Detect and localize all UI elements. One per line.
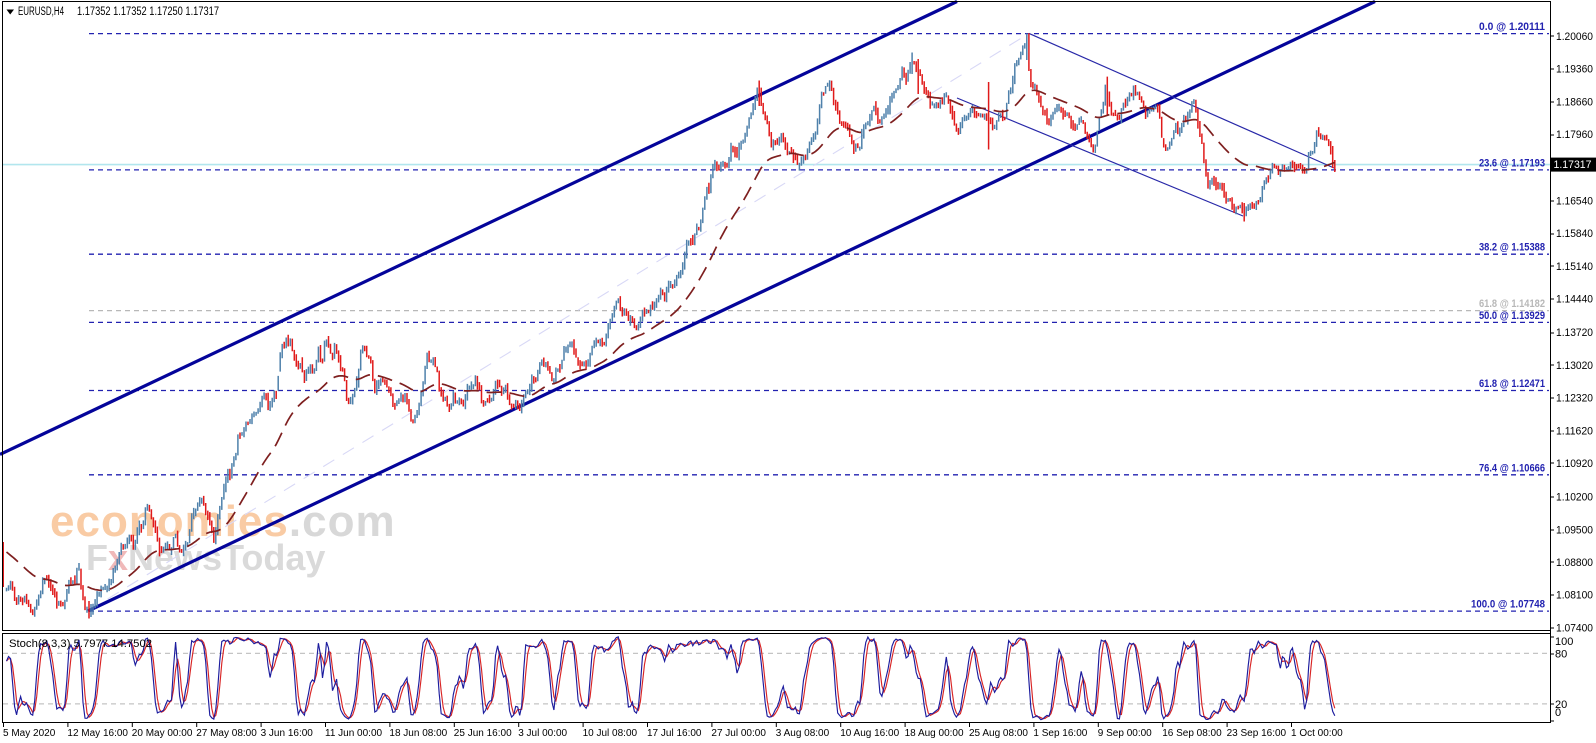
svg-text:10 Jul 08:00: 10 Jul 08:00 bbox=[583, 728, 638, 739]
svg-text:0: 0 bbox=[1555, 707, 1561, 719]
svg-text:1.11620: 1.11620 bbox=[1556, 425, 1593, 437]
svg-text:61.8 @ 1.12471: 61.8 @ 1.12471 bbox=[1479, 378, 1545, 390]
svg-text:3 Jul 00:00: 3 Jul 00:00 bbox=[518, 728, 567, 739]
svg-text:38.2 @ 1.15388: 38.2 @ 1.15388 bbox=[1479, 242, 1545, 254]
svg-text:0.0 @ 1.20111: 0.0 @ 1.20111 bbox=[1479, 21, 1545, 33]
svg-text:27 May 08:00: 27 May 08:00 bbox=[196, 728, 257, 739]
svg-text:1.15140: 1.15140 bbox=[1556, 261, 1593, 273]
svg-text:1.07400: 1.07400 bbox=[1556, 622, 1593, 634]
svg-text:EURUSD,H4: EURUSD,H4 bbox=[18, 6, 64, 18]
svg-text:1.08100: 1.08100 bbox=[1556, 590, 1593, 602]
svg-text:1.16540: 1.16540 bbox=[1556, 195, 1593, 207]
svg-text:Stoch(8,3,3) 5.7977 14.7502: Stoch(8,3,3) 5.7977 14.7502 bbox=[9, 638, 152, 650]
svg-text:1.10920: 1.10920 bbox=[1556, 458, 1593, 470]
svg-text:1.12320: 1.12320 bbox=[1556, 393, 1593, 405]
svg-text:1 Oct 00:00: 1 Oct 00:00 bbox=[1291, 728, 1343, 739]
svg-text:1.17960: 1.17960 bbox=[1556, 129, 1593, 141]
svg-text:27 Jul 00:00: 27 Jul 00:00 bbox=[711, 728, 766, 739]
svg-text:3 Aug 08:00: 3 Aug 08:00 bbox=[776, 728, 830, 739]
svg-text:18 Aug 00:00: 18 Aug 00:00 bbox=[905, 728, 964, 739]
svg-text:1.20060: 1.20060 bbox=[1556, 31, 1593, 43]
svg-text:11 Jun 00:00: 11 Jun 00:00 bbox=[325, 728, 383, 739]
svg-text:20 May 00:00: 20 May 00:00 bbox=[132, 728, 193, 739]
svg-text:61.8 @ 1.14182: 61.8 @ 1.14182 bbox=[1479, 298, 1545, 310]
svg-text:1.13720: 1.13720 bbox=[1556, 327, 1593, 339]
svg-text:100: 100 bbox=[1555, 636, 1573, 648]
svg-text:80: 80 bbox=[1555, 648, 1567, 660]
svg-text:17 Jul 16:00: 17 Jul 16:00 bbox=[647, 728, 702, 739]
svg-text:1.17352 1.17352 1.17250 1.1731: 1.17352 1.17352 1.17250 1.17317 bbox=[77, 6, 219, 18]
svg-text:12 May 16:00: 12 May 16:00 bbox=[67, 728, 128, 739]
svg-text:1.17317: 1.17317 bbox=[1554, 159, 1592, 171]
svg-text:1.10200: 1.10200 bbox=[1556, 492, 1593, 504]
svg-text:16 Sep 08:00: 16 Sep 08:00 bbox=[1162, 728, 1222, 739]
svg-text:9 Sep 00:00: 9 Sep 00:00 bbox=[1098, 728, 1152, 739]
svg-text:1.18660: 1.18660 bbox=[1556, 96, 1593, 108]
svg-text:25 Jun 16:00: 25 Jun 16:00 bbox=[454, 728, 512, 739]
svg-text:1.19360: 1.19360 bbox=[1556, 64, 1593, 76]
svg-text:23 Sep 16:00: 23 Sep 16:00 bbox=[1227, 728, 1287, 739]
svg-text:1.15840: 1.15840 bbox=[1556, 228, 1593, 240]
svg-text:1.13020: 1.13020 bbox=[1556, 360, 1593, 372]
svg-text:3 Jun 16:00: 3 Jun 16:00 bbox=[261, 728, 314, 739]
svg-text:1.08800: 1.08800 bbox=[1556, 557, 1593, 569]
svg-text:76.4 @ 1.10666: 76.4 @ 1.10666 bbox=[1479, 462, 1545, 474]
svg-text:10 Aug 16:00: 10 Aug 16:00 bbox=[840, 728, 899, 739]
svg-text:1 Sep 16:00: 1 Sep 16:00 bbox=[1033, 728, 1087, 739]
svg-text:25 Aug 08:00: 25 Aug 08:00 bbox=[969, 728, 1028, 739]
svg-text:20: 20 bbox=[1555, 699, 1567, 711]
svg-text:100.0 @ 1.07748: 100.0 @ 1.07748 bbox=[1471, 599, 1545, 611]
svg-text:5 May 2020: 5 May 2020 bbox=[3, 728, 56, 739]
svg-text:18 Jun 08:00: 18 Jun 08:00 bbox=[389, 728, 447, 739]
svg-text:1.09500: 1.09500 bbox=[1556, 524, 1593, 536]
svg-text:50.0 @ 1.13929: 50.0 @ 1.13929 bbox=[1479, 310, 1545, 322]
svg-text:23.6 @ 1.17193: 23.6 @ 1.17193 bbox=[1479, 157, 1545, 169]
svg-text:1.14440: 1.14440 bbox=[1556, 294, 1593, 306]
